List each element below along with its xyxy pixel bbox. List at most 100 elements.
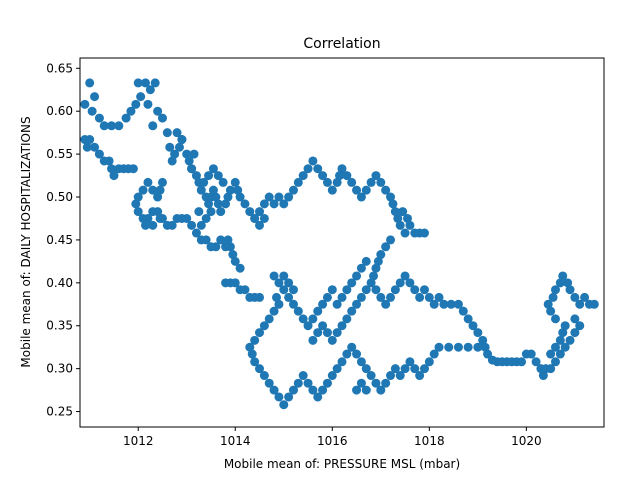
data-point xyxy=(342,349,352,359)
data-point xyxy=(386,292,396,302)
data-point xyxy=(223,192,233,202)
data-point xyxy=(284,278,294,288)
data-point xyxy=(211,192,221,202)
data-point xyxy=(558,328,568,338)
data-point xyxy=(298,171,308,181)
data-point xyxy=(274,192,284,202)
data-point xyxy=(390,285,400,295)
data-point xyxy=(141,220,150,230)
data-point xyxy=(548,292,558,302)
data-point xyxy=(390,364,400,374)
data-point xyxy=(550,357,560,367)
data-point xyxy=(255,364,265,374)
data-point xyxy=(405,220,415,230)
data-point xyxy=(347,306,357,316)
x-tick-label: 1012 xyxy=(123,434,154,448)
data-point xyxy=(279,199,289,209)
data-point xyxy=(288,185,298,195)
data-point xyxy=(400,271,410,281)
data-point xyxy=(555,335,565,345)
data-point xyxy=(167,156,177,166)
data-point xyxy=(434,292,444,302)
data-point xyxy=(279,285,289,295)
data-point xyxy=(483,349,493,359)
data-point xyxy=(403,213,412,223)
data-point xyxy=(352,185,362,195)
data-point xyxy=(463,314,473,324)
data-point xyxy=(189,149,199,159)
data-point xyxy=(356,357,366,367)
data-point xyxy=(453,342,463,352)
data-point xyxy=(90,92,100,102)
data-point xyxy=(313,392,323,402)
data-point xyxy=(288,385,298,395)
y-tick-label: 0.25 xyxy=(46,405,73,419)
data-point xyxy=(233,185,243,195)
data-point xyxy=(172,213,182,223)
data-point xyxy=(250,357,260,367)
data-point xyxy=(322,378,332,388)
data-point xyxy=(371,263,381,273)
data-point xyxy=(570,328,580,338)
data-point xyxy=(560,321,570,331)
data-point xyxy=(308,335,318,345)
data-point xyxy=(376,177,386,187)
data-point xyxy=(155,213,165,223)
data-point xyxy=(148,121,158,131)
data-point xyxy=(463,342,473,352)
data-point xyxy=(191,228,201,238)
data-point xyxy=(141,78,150,88)
data-point xyxy=(145,85,155,95)
data-point xyxy=(395,371,405,381)
x-tick-label: 1014 xyxy=(220,434,251,448)
data-point xyxy=(279,400,289,410)
data-point xyxy=(327,371,337,381)
data-point xyxy=(468,321,478,331)
data-point xyxy=(235,263,245,273)
data-point xyxy=(94,113,104,123)
data-point xyxy=(419,364,429,374)
data-point xyxy=(517,357,527,367)
data-point xyxy=(206,242,216,252)
y-tick-label: 0.35 xyxy=(46,319,73,333)
data-point xyxy=(400,228,410,238)
data-point xyxy=(298,371,308,381)
x-tick-label: 1016 xyxy=(317,434,348,448)
data-point xyxy=(187,220,197,230)
data-point xyxy=(228,250,238,260)
data-point xyxy=(225,185,235,195)
data-point xyxy=(221,199,231,209)
data-point xyxy=(356,263,366,273)
data-point xyxy=(162,220,172,230)
data-point xyxy=(313,328,323,338)
data-point xyxy=(165,142,175,152)
data-point xyxy=(155,185,165,195)
data-point xyxy=(148,220,158,230)
data-point xyxy=(395,220,405,230)
data-point xyxy=(107,121,117,131)
x-axis: 1012 1014 1016 1018 1020 xyxy=(123,427,542,448)
data-point xyxy=(366,177,376,187)
data-point xyxy=(90,142,100,152)
data-point xyxy=(131,199,141,209)
data-point xyxy=(80,99,90,109)
data-point xyxy=(208,164,218,174)
data-point xyxy=(293,177,303,187)
data-point xyxy=(303,164,313,174)
data-point xyxy=(308,314,318,324)
data-point xyxy=(405,357,415,367)
data-point xyxy=(82,142,92,152)
data-point xyxy=(221,278,231,288)
data-point xyxy=(170,149,180,159)
data-point xyxy=(279,271,289,281)
data-point xyxy=(126,106,136,116)
data-point xyxy=(143,99,153,109)
data-point xyxy=(565,335,575,345)
data-point xyxy=(255,328,265,338)
data-point xyxy=(446,299,456,309)
data-point xyxy=(335,171,345,181)
data-point xyxy=(388,199,398,209)
data-point xyxy=(410,364,420,374)
data-point xyxy=(308,385,318,395)
data-point xyxy=(99,156,109,166)
